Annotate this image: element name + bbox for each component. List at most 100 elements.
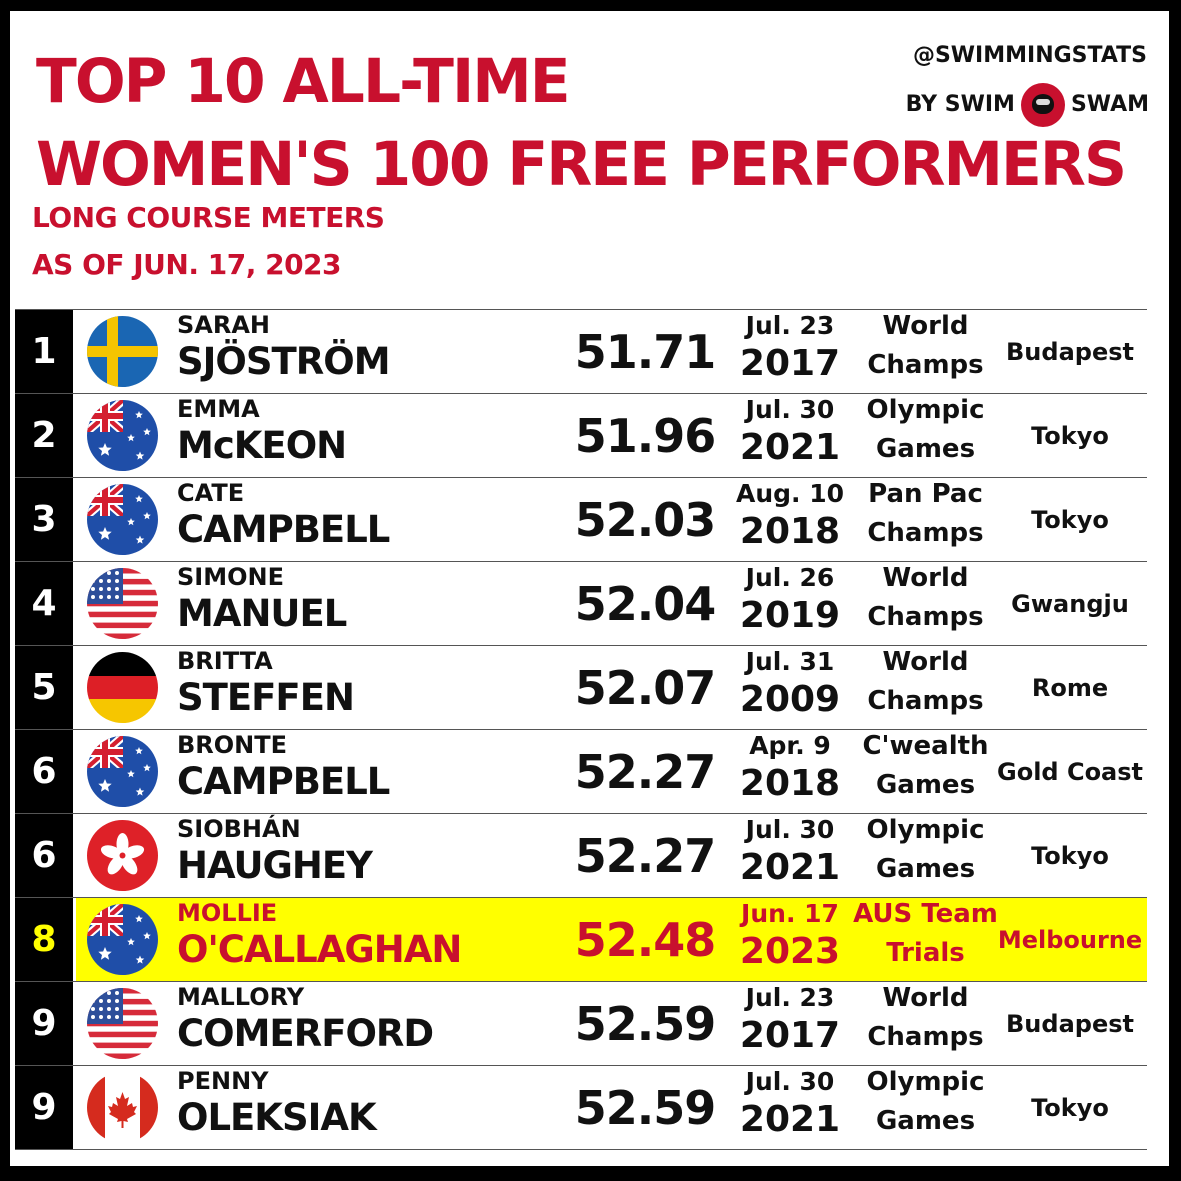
- hong-kong-flag-icon: [87, 820, 158, 891]
- sweden-flag-icon: [87, 316, 158, 387]
- last-name: OLEKSIAK: [177, 1096, 377, 1139]
- first-name: SIOBHÁN: [177, 815, 301, 843]
- usa-flag-icon: [87, 988, 158, 1059]
- first-name: BRONTE: [177, 731, 288, 759]
- meet-line-2: Champs: [867, 350, 984, 380]
- swim-time: 51.96: [574, 408, 717, 463]
- meet-name: Olympic Games: [853, 394, 998, 477]
- meet-name: C'wealth Games: [853, 730, 998, 813]
- first-name: SIMONE: [177, 563, 284, 591]
- rank-cell: 8: [15, 898, 73, 981]
- last-name: HAUGHEY: [177, 844, 373, 887]
- date-year: 2023: [739, 931, 841, 972]
- brand-handle: @SWIMMINGSTATS: [912, 43, 1147, 68]
- first-name: BRITTA: [177, 647, 273, 675]
- swim-date: Jul. 23 2017: [730, 982, 850, 1065]
- date-month-day: Jul. 30: [745, 395, 835, 424]
- meet-name: Olympic Games: [853, 1066, 998, 1149]
- meet-city: Gold Coast: [997, 757, 1144, 786]
- title-line-2: WOMEN'S 100 FREE PERFORMERS: [36, 129, 1127, 200]
- meet-line-2: Trials: [886, 938, 965, 968]
- meet-name: World Champs: [853, 646, 998, 729]
- swim-time: 52.04: [574, 576, 717, 631]
- subtitle-date: AS OF JUN. 17, 2023: [32, 248, 342, 281]
- swim-date: Apr. 9 2018: [730, 730, 850, 813]
- date-month-day: Jul. 23: [745, 983, 835, 1012]
- rank-cell: 6: [15, 730, 73, 813]
- meet-name: World Champs: [853, 982, 998, 1065]
- meet-line-2: Games: [875, 1106, 976, 1136]
- rank-cell: 5: [15, 646, 73, 729]
- canada-flag-icon: [87, 1072, 158, 1143]
- table-row: 1 SARAH SJÖSTRÖM 51.71 Jul. 23 2017 World Champ…: [15, 309, 1147, 393]
- swim-time: 52.27: [574, 828, 717, 883]
- meet-city: Tokyo: [1031, 421, 1109, 450]
- meet-line-1: Olympic: [866, 1067, 985, 1097]
- swim-time: 52.07: [574, 660, 717, 715]
- subtitle-course: LONG COURSE METERS: [32, 201, 385, 234]
- brand-by: BY SWIM: [905, 92, 1015, 117]
- date-month-day: Jul. 23: [745, 311, 835, 340]
- meet-line-1: Pan Pac: [868, 479, 983, 509]
- meet-city: Tokyo: [1031, 1093, 1109, 1122]
- meet-line-2: Games: [875, 854, 976, 884]
- date-year: 2018: [739, 763, 841, 804]
- meet-city: Melbourne: [997, 925, 1143, 954]
- date-month-day: Aug. 10: [735, 479, 845, 508]
- meet-city: Budapest: [1006, 337, 1134, 366]
- swim-time: 52.27: [574, 744, 717, 799]
- table-row: 8 MOLLIE O'CALLAGHAN 52.48 Jun. 17 2023 AUS Te…: [15, 897, 1147, 981]
- meet-line-2: Champs: [867, 1022, 984, 1052]
- swim-date: Jul. 30 2021: [730, 814, 850, 897]
- swim-time: 52.03: [574, 492, 717, 547]
- table-row: 9 MALLORY COMERFORD 52.59 Jul. 23 2017 World Ch…: [15, 981, 1147, 1065]
- performers-table: 1 SARAH SJÖSTRÖM 51.71 Jul. 23 2017 World Champ…: [15, 309, 1147, 1150]
- usa-flag-icon: [87, 568, 158, 639]
- date-month-day: Jul. 30: [745, 815, 835, 844]
- meet-city: Gwangju: [1011, 589, 1129, 618]
- australia-flag-icon: [87, 736, 158, 807]
- rank-cell: 9: [15, 1066, 73, 1149]
- date-month-day: Jul. 26: [745, 563, 835, 592]
- highlight-band: [76, 898, 1147, 981]
- australia-flag-icon: [87, 484, 158, 555]
- last-name: SJÖSTRÖM: [177, 340, 391, 383]
- meet-line-2: Champs: [867, 518, 984, 548]
- table-row: 3 CATE CAMPBELL 52.03 Aug. 10 2018 Pan Pac Cham…: [15, 477, 1147, 561]
- meet-name: Pan Pac Champs: [853, 478, 998, 561]
- table-row: 6 BRONTE CAMPBELL 52.27 Apr. 9 2018 C'wealth Ga…: [15, 729, 1147, 813]
- last-name: McKEON: [177, 424, 347, 467]
- date-month-day: Apr. 9: [749, 731, 831, 760]
- australia-flag-icon: [87, 904, 158, 975]
- date-year: 2019: [739, 595, 841, 636]
- date-year: 2009: [739, 679, 841, 720]
- swim-time: 51.71: [574, 324, 717, 379]
- date-month-day: Jun. 17: [741, 899, 839, 928]
- swim-date: Jul. 30 2021: [730, 394, 850, 477]
- first-name: EMMA: [177, 395, 260, 423]
- meet-line-2: Games: [875, 434, 976, 464]
- date-year: 2017: [739, 343, 841, 384]
- first-name: CATE: [177, 479, 245, 507]
- last-name: CAMPBELL: [177, 760, 390, 803]
- date-year: 2017: [739, 1015, 841, 1056]
- meet-line-1: World: [882, 311, 969, 341]
- table-row: 4 SIMONE MANUEL 52.04 Jul. 26 2019 World Champs…: [15, 561, 1147, 645]
- meet-city: Budapest: [1006, 1009, 1134, 1038]
- swim-date: Aug. 10 2018: [730, 478, 850, 561]
- rank-cell: 2: [15, 394, 73, 477]
- meet-line-2: Champs: [867, 602, 984, 632]
- date-year: 2021: [739, 847, 841, 888]
- first-name: MALLORY: [177, 983, 305, 1011]
- brand-byline: BY SWIM SWAM: [906, 83, 1149, 127]
- rank-cell: 1: [15, 310, 73, 393]
- date-year: 2018: [739, 511, 841, 552]
- meet-name: Olympic Games: [853, 814, 998, 897]
- meet-line-1: AUS Team: [853, 899, 998, 929]
- swim-date: Jul. 31 2009: [730, 646, 850, 729]
- swim-time: 52.59: [574, 1080, 717, 1135]
- first-name: MOLLIE: [177, 899, 278, 927]
- last-name: STEFFEN: [177, 676, 355, 719]
- meet-line-1: World: [882, 563, 969, 593]
- meet-line-1: World: [882, 647, 969, 677]
